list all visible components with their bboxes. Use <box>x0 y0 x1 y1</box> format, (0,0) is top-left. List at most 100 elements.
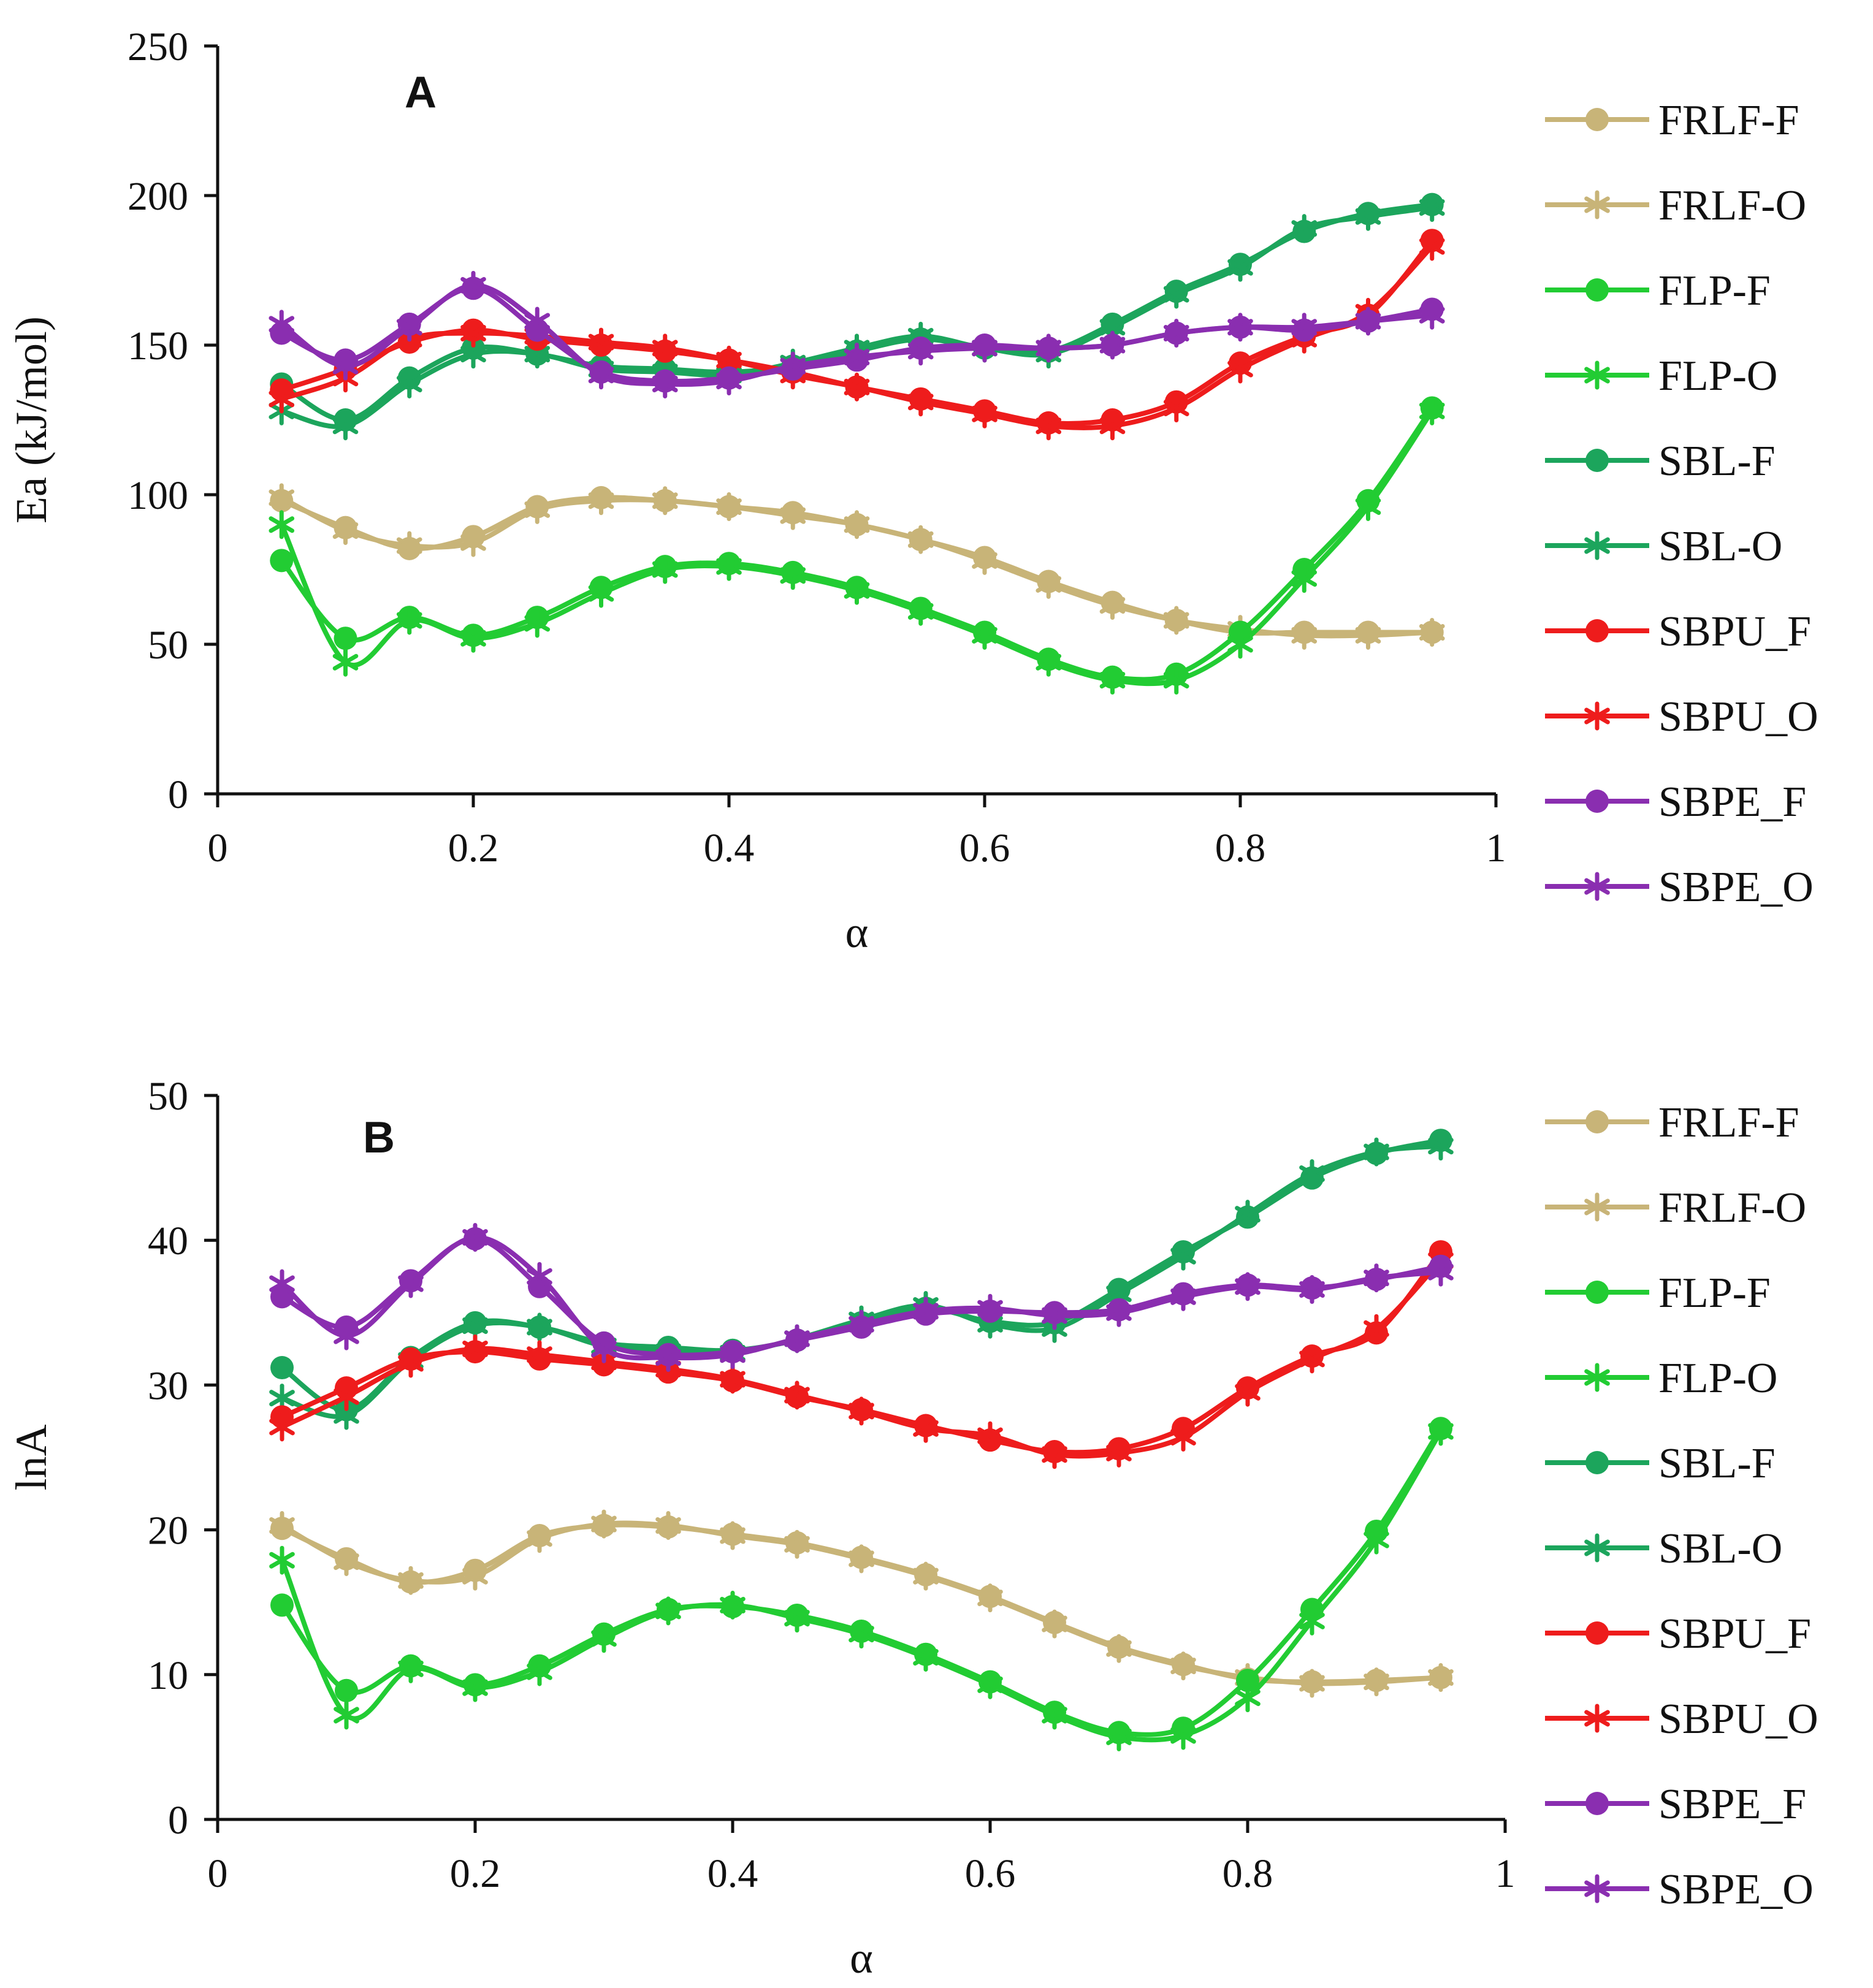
data-point <box>1235 1683 1261 1713</box>
data-point <box>784 1529 810 1559</box>
panel-a-series-sbpe-o <box>269 270 1445 398</box>
data-point <box>780 501 806 530</box>
data-point <box>396 369 422 398</box>
legend-label: SBL-F <box>1658 438 1776 485</box>
data-point <box>334 1700 359 1730</box>
data-point <box>844 372 870 402</box>
data-point <box>1170 1721 1196 1750</box>
data-point <box>1099 330 1126 360</box>
data-point <box>396 606 422 635</box>
data-point <box>1299 1344 1325 1374</box>
data-point <box>334 1382 359 1411</box>
data-point <box>332 516 359 546</box>
data-point <box>1106 1438 1132 1468</box>
panel-a-y-axis-title: Ea (kJ/mol) <box>7 316 56 524</box>
panel-a-legend: FRLF-F FRLF-O FLP-F FLP-O SBL-F SBL-O SBPU_F SB… <box>1545 97 1818 911</box>
data-point <box>460 318 486 348</box>
panel-b-legend-item-sbl-f: SBL-F <box>1545 1440 1776 1487</box>
panel-b-legend-item-sbl-o: SBL-O <box>1545 1525 1782 1572</box>
data-point <box>396 313 422 342</box>
data-point <box>1163 280 1189 309</box>
data-point <box>1099 411 1126 441</box>
data-point <box>269 1269 295 1298</box>
data-point <box>1036 647 1062 677</box>
data-point <box>844 343 870 372</box>
data-point <box>332 647 359 677</box>
data-point <box>1163 393 1189 422</box>
legend-label: SBPE_F <box>1658 1781 1806 1828</box>
panel-a-x-tick-label: 0.6 <box>959 826 1010 870</box>
data-point <box>716 492 742 522</box>
panel-b-y-tick-label: 30 <box>148 1363 188 1408</box>
data-point <box>784 1381 810 1410</box>
panel-b-x-tick-label: 0.8 <box>1223 1851 1273 1896</box>
panel-a-x-tick-label: 0 <box>208 826 228 870</box>
data-point <box>269 384 295 414</box>
panel-a-y-tick-label: 50 <box>148 623 188 668</box>
data-point <box>972 333 998 363</box>
legend-label: SBPU_O <box>1658 1696 1818 1743</box>
data-point <box>1163 666 1189 695</box>
data-point <box>527 1312 552 1342</box>
data-point <box>1042 1609 1067 1639</box>
legend-marker <box>1585 108 1609 131</box>
data-point <box>652 333 678 363</box>
data-point <box>1364 1667 1389 1697</box>
data-point <box>907 387 934 417</box>
panel-b-x-tick-label: 1 <box>1495 1851 1516 1896</box>
legend-marker <box>1585 1281 1609 1304</box>
data-point <box>462 1334 488 1363</box>
legend-label: FRLF-O <box>1658 1184 1806 1232</box>
panel-b-legend: FRLF-F FRLF-O FLP-F FLP-O SBL-F SBL-O SBPU_F SB… <box>1545 1099 1818 1913</box>
data-point <box>907 525 934 554</box>
legend-marker <box>1584 1874 1610 1903</box>
data-point <box>1036 333 1062 363</box>
data-point <box>527 1657 552 1686</box>
panel-b-y-tick-label: 0 <box>168 1798 188 1843</box>
data-point <box>1170 1282 1196 1311</box>
data-point <box>588 486 614 516</box>
data-point <box>972 399 998 428</box>
panel-b-legend-item-frlf-f: FRLF-F <box>1545 1099 1799 1146</box>
legend-label: SBL-O <box>1658 523 1782 570</box>
data-point <box>1355 492 1381 522</box>
data-point <box>1299 1606 1325 1636</box>
panel-b-ticks: 0 10 20 30 40 50 0 0.2 0.4 0.6 0.8 1 <box>148 1074 1516 1896</box>
legend-marker <box>1584 531 1610 560</box>
data-point <box>849 1396 874 1426</box>
panel-b-legend-item-flp-o: FLP-O <box>1545 1355 1777 1402</box>
panel-a-x-tick-label: 1 <box>1486 826 1506 870</box>
data-point <box>1170 1651 1196 1681</box>
panel-a-legend-item-frlf-f: FRLF-F <box>1545 97 1799 144</box>
panel-a-series-frlf-o <box>269 483 1445 650</box>
panel-a-legend-item-sbpu-o: SBPU_O <box>1545 693 1818 741</box>
legend-marker <box>1585 1792 1609 1815</box>
panel-a-y-tick-label: 150 <box>128 324 188 368</box>
data-point <box>655 1596 681 1626</box>
data-point <box>270 1593 294 1617</box>
data-point <box>1364 1525 1389 1555</box>
panel-a-x-tick-label: 0.4 <box>704 826 755 870</box>
data-point <box>1036 411 1062 441</box>
panel-a-y-tick-label: 0 <box>168 772 188 817</box>
legend-label: SBPU_F <box>1658 1610 1811 1658</box>
data-point <box>1227 253 1253 282</box>
data-point <box>913 1642 939 1672</box>
data-point <box>780 351 806 381</box>
legend-label: SBPU_O <box>1658 693 1818 741</box>
data-point <box>977 1670 1003 1699</box>
data-point <box>652 369 678 398</box>
data-point <box>780 561 806 590</box>
data-point <box>1291 620 1318 650</box>
panel-a-legend-item-sbpe-f: SBPE_F <box>1545 779 1806 826</box>
data-point <box>720 1590 746 1620</box>
legend-marker <box>1585 619 1609 642</box>
panel-a-y-tick-label: 200 <box>128 174 188 219</box>
data-point <box>652 555 678 584</box>
legend-label: SBPU_F <box>1658 608 1811 655</box>
data-point <box>1428 1417 1454 1446</box>
data-point <box>977 1421 1003 1450</box>
data-point <box>1299 1669 1325 1698</box>
data-point <box>269 483 295 512</box>
series-line <box>280 1235 1441 1361</box>
